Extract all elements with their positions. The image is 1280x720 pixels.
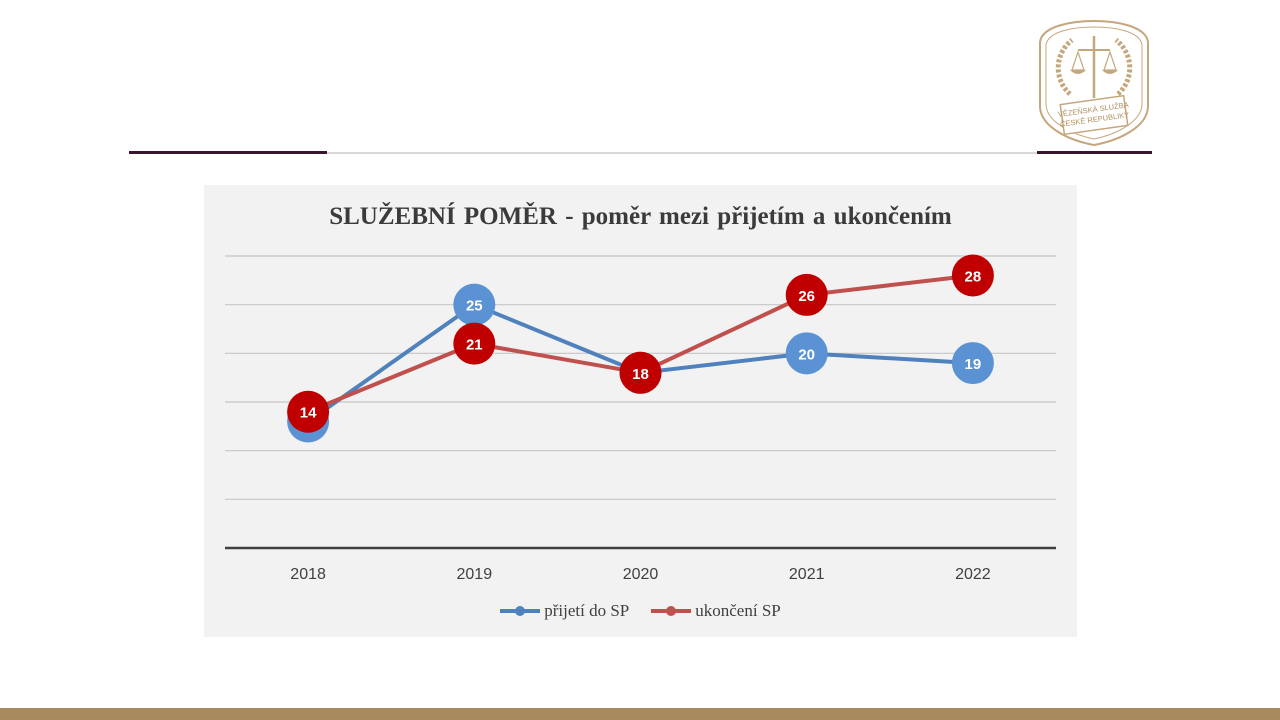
header-rule-right [1037,151,1152,154]
data-label: 25 [466,298,483,315]
data-point [619,351,662,394]
chart-panel: SLUŽEBNÍ POMĚR - poměr mezi přijetím a u… [204,185,1077,637]
legend-swatch [651,606,692,616]
data-point [453,322,496,365]
chart-legend: přijetí do SP ukončení SP [204,601,1077,621]
data-point [785,273,828,316]
x-tick-label: 2021 [789,566,825,583]
data-label: 21 [466,337,483,354]
x-tick-label: 2020 [623,566,659,583]
data-point [453,283,496,326]
data-label: 26 [798,288,815,305]
data-label: 19 [965,356,982,373]
header-rule-middle [327,152,1037,154]
data-point [951,254,994,297]
data-label: 28 [965,268,982,285]
data-label: 18 [632,366,649,383]
chart-title: SLUŽEBNÍ POMĚR - poměr mezi přijetím a u… [329,203,952,230]
legend-swatch [500,606,541,616]
legend-label: ukončení SP [695,601,781,620]
data-point [951,342,994,385]
legend-item-1: přijetí do SP [500,601,629,621]
x-tick-label: 2022 [955,566,991,583]
footer-band [0,708,1280,720]
legend-label: přijetí do SP [544,601,630,620]
header-rule-left [129,151,327,154]
data-point [785,332,828,375]
x-tick-label: 2018 [290,566,326,583]
prison-service-logo: VĚZEŇSKÁ SLUŽBA ČESKÉ REPUBLIKY [1039,19,1149,147]
data-point [287,390,330,433]
data-label: 14 [300,405,317,422]
x-tick-label: 2019 [457,566,493,583]
data-label: 20 [798,346,815,363]
legend-item-2: ukončení SP [651,601,781,621]
